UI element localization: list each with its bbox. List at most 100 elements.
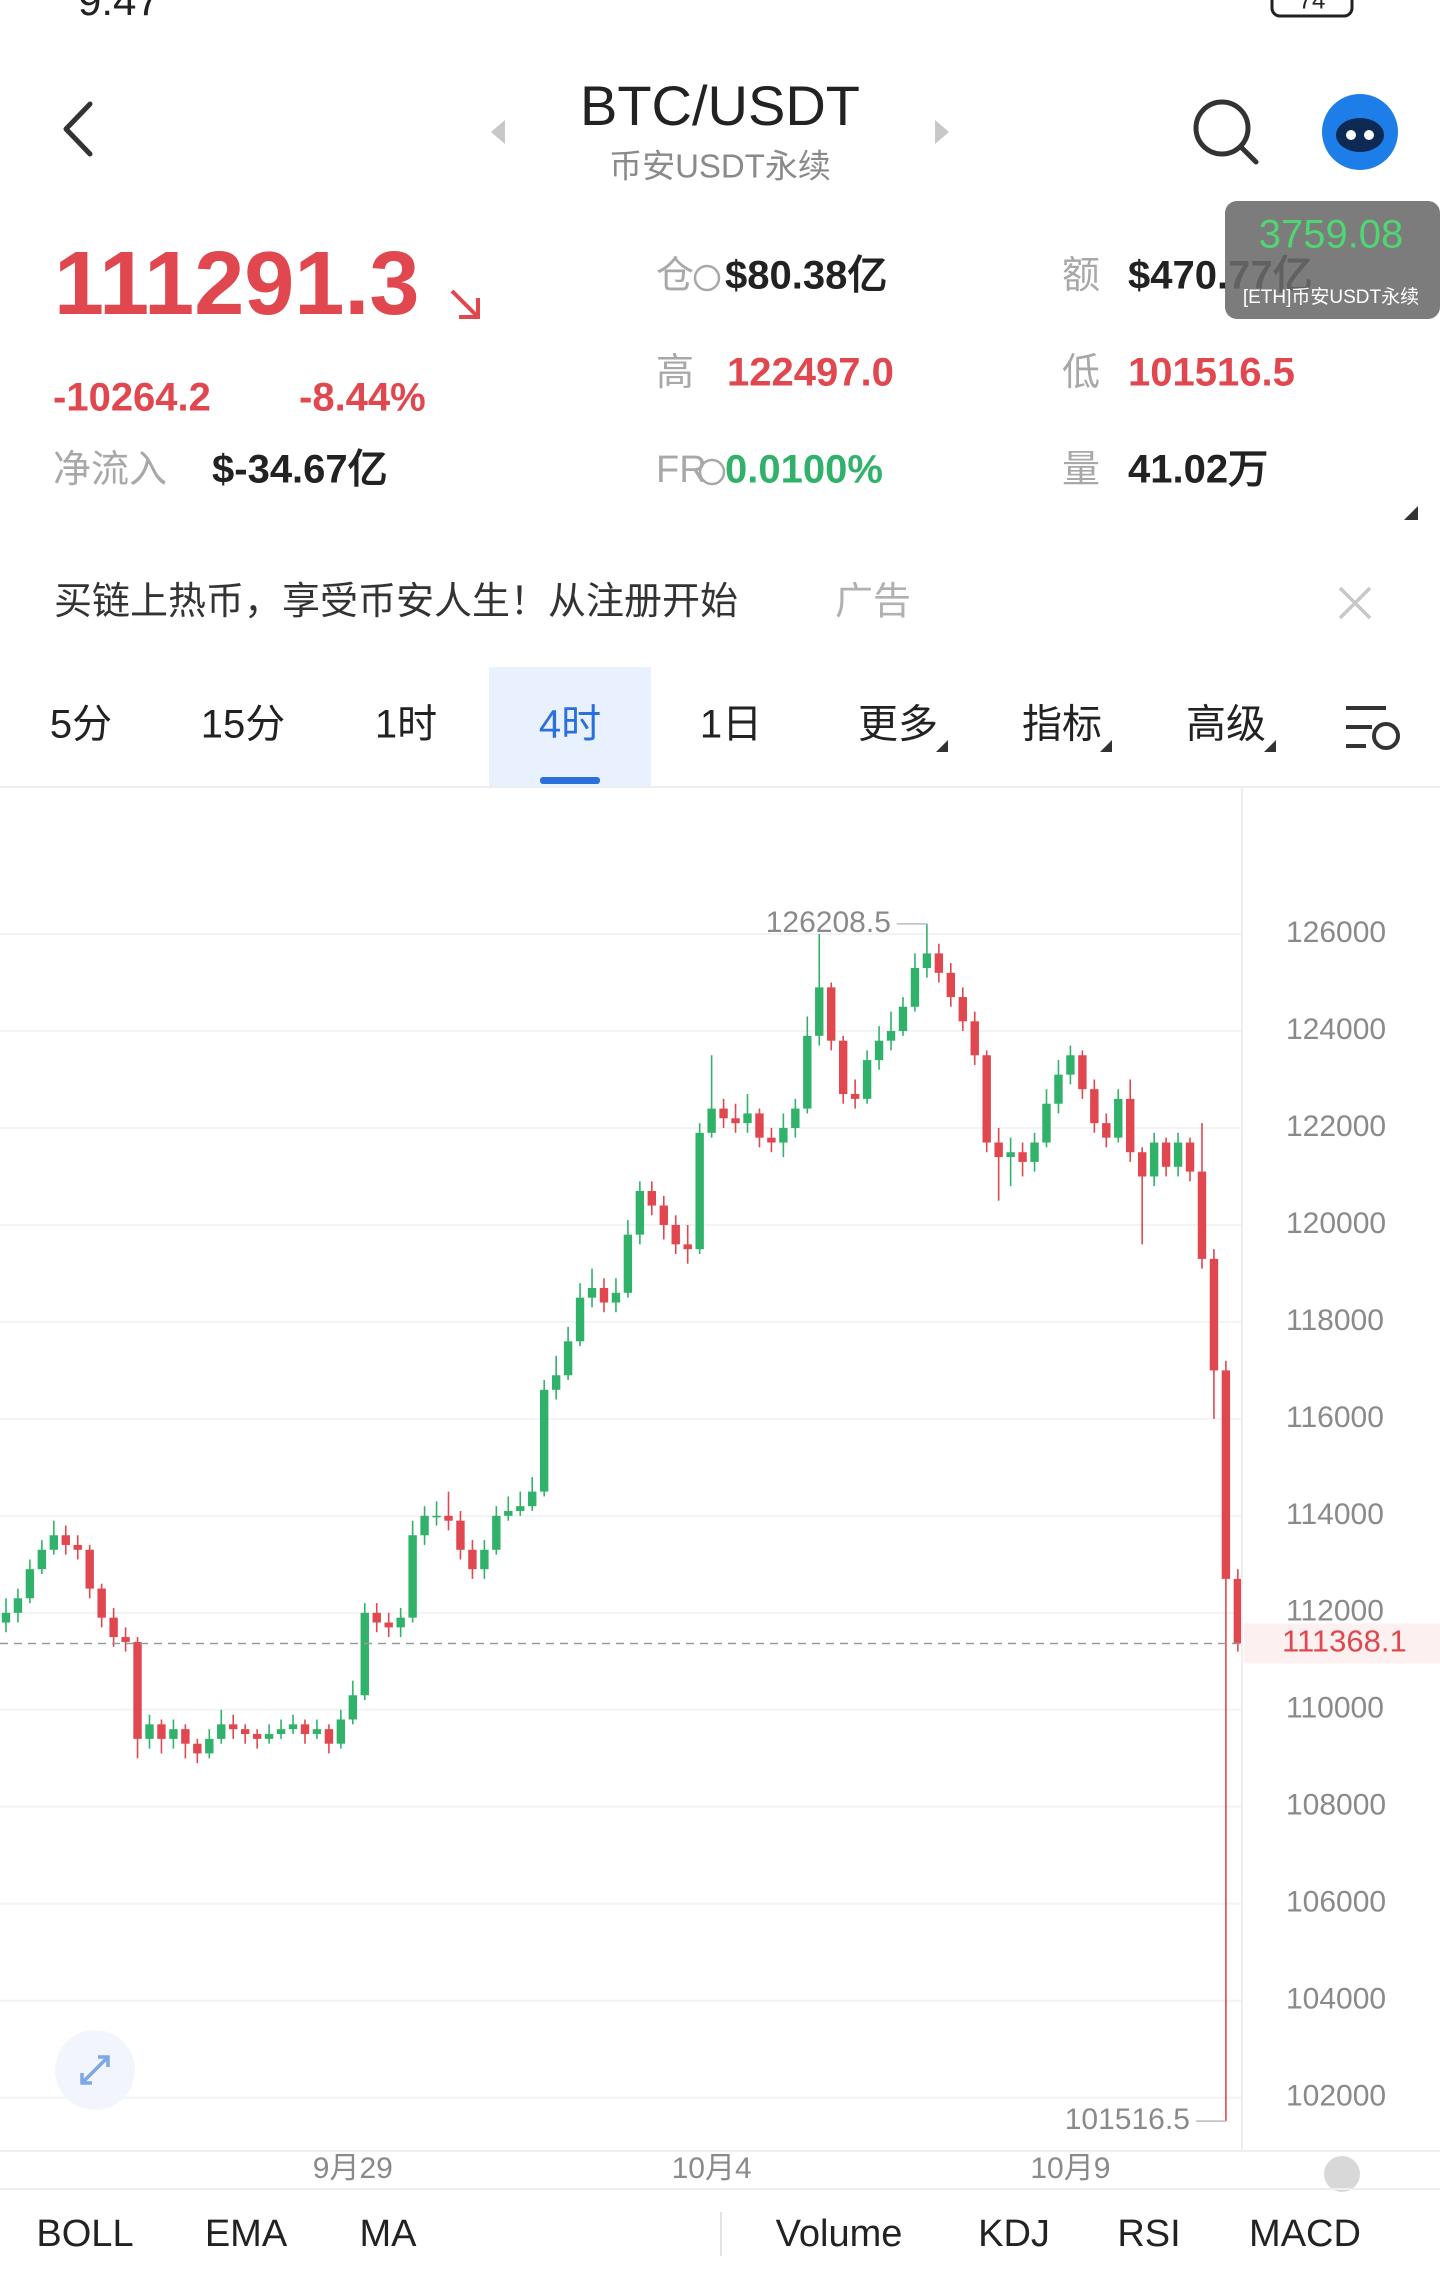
low-label: 低 xyxy=(1062,352,1100,394)
candle-body xyxy=(1126,1098,1135,1153)
candle-body xyxy=(1173,1142,1183,1167)
candle-body xyxy=(1221,1370,1231,1579)
candle-body xyxy=(264,1734,274,1739)
battery-icon xyxy=(1270,0,1354,18)
candle-body xyxy=(384,1622,393,1628)
low-value: 101516.5 xyxy=(1128,351,1295,395)
candle-body xyxy=(288,1724,298,1730)
candle-body xyxy=(37,1549,47,1570)
y-tick-label: 112000 xyxy=(1286,1595,1384,1628)
candle-body xyxy=(994,1142,1003,1158)
pair-title: BTC/USDT xyxy=(580,74,860,137)
net-inflow-label: 净流入 xyxy=(53,449,167,491)
candle-body xyxy=(444,1515,453,1521)
candle-body xyxy=(240,1729,250,1735)
y-tick-label: 108000 xyxy=(1286,1789,1386,1822)
status-time: 9:47 xyxy=(78,0,160,24)
x-tick-label: 9月29 xyxy=(313,2152,393,2185)
candle-body xyxy=(1209,1258,1219,1371)
candle-body xyxy=(408,1535,417,1618)
candle-body xyxy=(958,997,967,1022)
timeframe-tab[interactable]: 4时 xyxy=(539,703,601,747)
prev-pair[interactable] xyxy=(491,120,505,144)
scroll-latest[interactable] xyxy=(1324,2156,1360,2192)
indicator-main[interactable]: EMA xyxy=(205,2213,288,2255)
candle-body xyxy=(779,1127,788,1143)
high-label: 高 xyxy=(656,352,694,394)
timeframe-tab[interactable]: 5分 xyxy=(50,703,112,747)
candle-body xyxy=(587,1287,597,1298)
candle-body xyxy=(647,1191,657,1206)
candle-body xyxy=(743,1113,752,1124)
candle-body xyxy=(217,1724,226,1739)
indicator-sub[interactable]: MACD xyxy=(1249,2213,1361,2255)
assistant-avatar[interactable] xyxy=(1322,94,1398,170)
timeframe-tab[interactable]: 1日 xyxy=(700,703,762,747)
candle-body xyxy=(504,1511,513,1516)
candle-body xyxy=(133,1641,142,1739)
candle-body xyxy=(396,1617,405,1628)
timeframe-tab[interactable]: 指标 xyxy=(1022,703,1102,747)
active-tab-bg xyxy=(489,667,651,787)
indicator-main[interactable]: MA xyxy=(360,2213,418,2255)
candle-body xyxy=(336,1719,346,1744)
pair-subtitle: 币安USDT永续 xyxy=(609,148,831,185)
candle-body xyxy=(1042,1103,1051,1143)
timeframe-tab[interactable]: 1时 xyxy=(375,703,437,747)
chart-settings[interactable] xyxy=(1346,706,1400,750)
candle-body xyxy=(1090,1089,1099,1124)
x-tick-label: 10月4 xyxy=(672,2152,752,2185)
candle-body xyxy=(659,1205,668,1225)
candle-body xyxy=(73,1544,82,1550)
info-icon[interactable] xyxy=(698,458,726,486)
candle-body xyxy=(468,1549,477,1570)
timeframe-tab[interactable]: 15分 xyxy=(201,703,286,747)
candle-body xyxy=(49,1535,59,1550)
candle-body xyxy=(1197,1171,1207,1259)
indicator-sub[interactable]: KDJ xyxy=(978,2213,1050,2255)
ad-text[interactable]: 买链上热币，享受币安人生！从注册开始 xyxy=(54,581,738,623)
candle-body xyxy=(1078,1055,1087,1090)
candle-body xyxy=(635,1191,645,1235)
candle-body xyxy=(623,1234,633,1293)
candle-body xyxy=(803,1035,812,1109)
x-tick-label: 10月9 xyxy=(1030,2152,1110,2185)
candle-body xyxy=(300,1724,310,1735)
candle-body xyxy=(1233,1578,1243,1644)
search-button[interactable] xyxy=(1193,99,1259,165)
candle-body xyxy=(1137,1152,1147,1177)
candle-body xyxy=(480,1549,489,1570)
volume-label: 量 xyxy=(1062,449,1100,491)
back-button[interactable] xyxy=(63,101,93,157)
info-icon[interactable] xyxy=(693,264,721,292)
expand-corner[interactable] xyxy=(1404,506,1418,520)
candle-body xyxy=(695,1132,704,1250)
timeframe-tab[interactable]: 更多 xyxy=(858,703,938,747)
floating-widget[interactable]: 3759.08 [ETH]币安USDT永续 xyxy=(1225,201,1440,319)
low-annotation: 101516.5 xyxy=(1065,2103,1190,2136)
price-change: -10264.2 xyxy=(53,376,211,420)
candle-body xyxy=(838,1040,848,1095)
candle-body xyxy=(815,987,824,1036)
y-tick-label: 104000 xyxy=(1286,1983,1386,2016)
candle-body xyxy=(169,1729,178,1739)
candle-body xyxy=(492,1515,501,1550)
candle-body xyxy=(372,1612,381,1623)
candle-body xyxy=(1030,1142,1039,1162)
candle-body xyxy=(707,1108,716,1133)
y-tick-label: 106000 xyxy=(1286,1886,1386,1919)
y-tick-label: 118000 xyxy=(1286,1304,1384,1337)
fullscreen-button[interactable] xyxy=(55,2030,135,2110)
indicator-sub[interactable]: Volume xyxy=(776,2213,903,2255)
indicator-sub[interactable]: RSI xyxy=(1117,2213,1180,2255)
candle-body xyxy=(420,1515,429,1536)
timeframe-tab[interactable]: 高级 xyxy=(1186,703,1266,747)
ad-close[interactable] xyxy=(1338,586,1372,620)
indicator-main[interactable]: BOLL xyxy=(36,2213,133,2255)
candle-body xyxy=(1149,1142,1159,1177)
candle-body xyxy=(886,1031,896,1041)
y-tick-label: 122000 xyxy=(1286,1110,1386,1143)
next-pair[interactable] xyxy=(935,120,949,144)
candle-body xyxy=(551,1375,561,1390)
price-change-pct: -8.44% xyxy=(299,376,426,420)
